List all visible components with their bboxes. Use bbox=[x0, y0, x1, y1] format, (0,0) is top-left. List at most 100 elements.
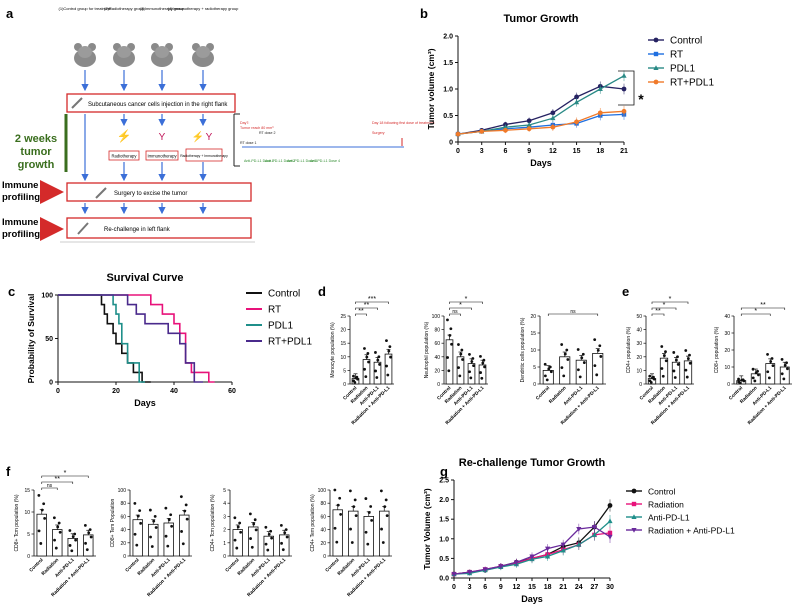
data-point bbox=[446, 318, 449, 322]
data-point bbox=[662, 354, 666, 357]
bar bbox=[363, 516, 374, 557]
data-point bbox=[150, 545, 154, 548]
data-point bbox=[468, 353, 471, 356]
data-point bbox=[348, 489, 352, 493]
panel-label-e: e bbox=[622, 284, 629, 299]
legend-label: PDL1 bbox=[268, 321, 293, 332]
data-point bbox=[375, 376, 379, 379]
timeline-rt-dose2: RT dose 2 bbox=[259, 131, 275, 135]
data-point bbox=[353, 380, 357, 384]
data-point bbox=[56, 525, 60, 529]
data-point bbox=[767, 376, 771, 380]
legend-label: Anti-PD-L1 bbox=[648, 513, 690, 523]
x-tick-label: 21 bbox=[559, 584, 567, 591]
y-axis-label: CD8+ Tcm population (%) bbox=[14, 494, 20, 551]
data-point bbox=[366, 352, 370, 355]
data-point bbox=[459, 352, 463, 356]
y-tick-label: 20 bbox=[530, 314, 536, 320]
data-point bbox=[676, 355, 679, 359]
data-point bbox=[479, 129, 485, 134]
y-tick-label: 2.0 bbox=[443, 34, 453, 41]
significance-label: ** bbox=[655, 308, 661, 315]
injection-box bbox=[66, 93, 236, 113]
significance-bracket bbox=[449, 307, 472, 310]
data-point bbox=[483, 365, 486, 369]
data-point bbox=[482, 567, 488, 573]
data-point bbox=[573, 99, 580, 105]
data-point bbox=[742, 379, 746, 383]
y-tick-label: 1.0 bbox=[439, 536, 449, 543]
data-point bbox=[631, 514, 637, 519]
data-point bbox=[576, 368, 580, 372]
significance-label: ns bbox=[47, 483, 53, 489]
y-tick-label: 20 bbox=[434, 368, 440, 374]
significance-label: ns bbox=[452, 309, 458, 315]
panel-a-schematic: (1)Control group for treatment (2)Radiot… bbox=[2, 6, 435, 243]
bar bbox=[232, 529, 243, 557]
data-point bbox=[133, 501, 137, 505]
immune-label-1: Immune bbox=[2, 180, 38, 191]
syringe-icon bbox=[77, 222, 89, 235]
data-point bbox=[385, 514, 389, 518]
x-tick-label: 9 bbox=[499, 584, 503, 591]
data-point bbox=[684, 349, 688, 352]
data-point bbox=[455, 131, 461, 137]
data-point bbox=[471, 357, 475, 360]
x-tick-label: 6 bbox=[483, 584, 487, 591]
data-point bbox=[649, 380, 653, 384]
series-line bbox=[457, 85, 625, 135]
data-point bbox=[446, 356, 449, 359]
data-point bbox=[87, 531, 91, 535]
y-tick-label: 0 bbox=[533, 382, 536, 388]
data-point bbox=[74, 538, 78, 542]
bar bbox=[456, 356, 465, 385]
data-point bbox=[336, 503, 340, 507]
y-tick-label: 50 bbox=[45, 336, 53, 343]
data-point bbox=[180, 530, 183, 533]
y-tick-label: 0 bbox=[639, 382, 642, 388]
data-point bbox=[480, 376, 484, 380]
data-point bbox=[374, 351, 377, 354]
data-point bbox=[599, 355, 603, 358]
data-point bbox=[576, 541, 582, 547]
significance-bracket bbox=[41, 487, 58, 490]
data-point bbox=[253, 518, 257, 522]
data-point bbox=[335, 540, 339, 544]
data-point bbox=[673, 376, 677, 379]
data-point bbox=[448, 333, 452, 337]
significance-label: * bbox=[64, 470, 67, 477]
data-point bbox=[661, 374, 665, 378]
data-point bbox=[388, 345, 392, 348]
significance-label: * bbox=[465, 296, 468, 303]
data-point bbox=[164, 506, 168, 510]
y-tick-label: 40 bbox=[724, 314, 730, 320]
data-point bbox=[354, 514, 358, 518]
data-point bbox=[233, 516, 237, 520]
y-axis-label: CD8+ population (%) bbox=[714, 326, 720, 373]
y-tick-label: 40 bbox=[320, 528, 326, 534]
x-tick-label: 15 bbox=[573, 148, 581, 155]
mouse-icon bbox=[151, 43, 173, 67]
data-point bbox=[88, 528, 92, 531]
data-point bbox=[450, 342, 453, 346]
significance-bracket bbox=[355, 313, 367, 316]
y-tick-label: 5 bbox=[27, 532, 30, 538]
y-tick-label: 0.0 bbox=[439, 576, 449, 583]
scalpel-icon bbox=[95, 187, 107, 199]
y-tick-label: 5 bbox=[343, 368, 346, 374]
data-point bbox=[389, 355, 392, 359]
data-point bbox=[766, 370, 770, 374]
y-tick-label: 80 bbox=[434, 328, 440, 334]
x-tick-label: 0 bbox=[456, 148, 460, 155]
y-tick-label: 1.0 bbox=[443, 87, 453, 94]
y-tick-label: 15 bbox=[530, 331, 536, 337]
legend-label: RT+PDL1 bbox=[268, 337, 312, 348]
data-point bbox=[169, 513, 173, 517]
bar bbox=[332, 509, 343, 557]
data-point bbox=[236, 525, 240, 529]
data-point bbox=[333, 488, 337, 492]
y-tick-label: 10 bbox=[724, 365, 730, 371]
data-point bbox=[280, 541, 283, 545]
data-point bbox=[363, 367, 366, 371]
